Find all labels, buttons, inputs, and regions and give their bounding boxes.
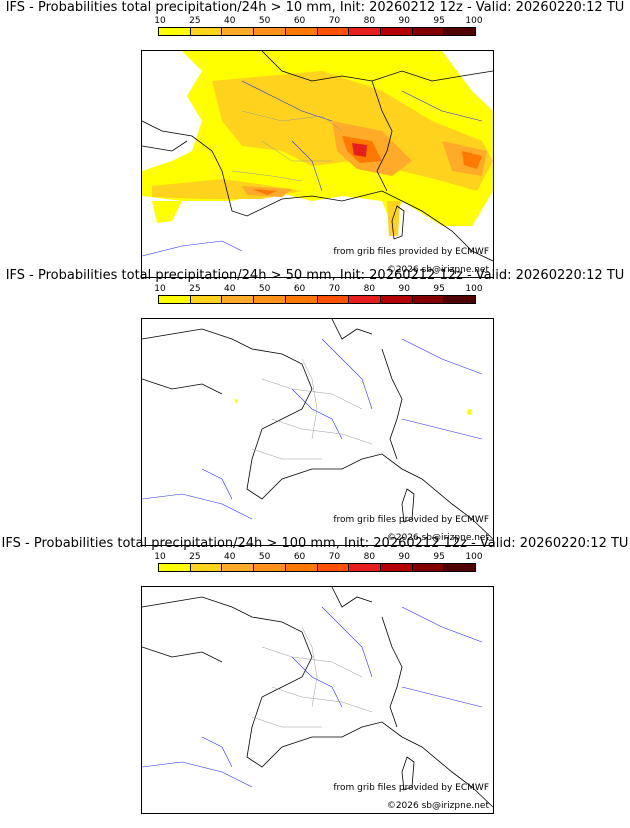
- colorbar-tick-label: 95: [433, 552, 445, 562]
- map-frame: from grib files provided by ECMWF ©2026 …: [141, 50, 494, 278]
- colorbar-ticks: 10 25 40 50 60 70 80 90 95 100: [154, 552, 482, 562]
- colorbar-swatches: [158, 563, 476, 572]
- colorbar-tick-label: 10: [154, 284, 166, 294]
- colorbar-swatch: [285, 28, 318, 35]
- colorbar-tick-label: 90: [398, 284, 410, 294]
- colorbar: 10 25 40 50 60 70 80 90 95 100: [154, 552, 483, 582]
- map-frame: from grib files provided by ECMWF ©2026 …: [141, 318, 494, 546]
- colorbar-tick-label: 50: [258, 552, 271, 562]
- colorbar-tick-label: 90: [398, 16, 410, 26]
- colorbar-swatch: [380, 296, 413, 303]
- colorbar-swatch: [444, 564, 476, 571]
- colorbar-swatch: [159, 564, 191, 571]
- colorbar-swatch: [159, 28, 191, 35]
- colorbar-tick-label: 100: [465, 16, 483, 26]
- colorbar-swatch: [349, 28, 381, 35]
- map-svg: [142, 319, 493, 540]
- colorbar-tick-label: 70: [328, 16, 341, 26]
- credit-source: from grib files provided by ECMWF: [333, 515, 489, 525]
- credit-source: from grib files provided by ECMWF: [333, 247, 489, 257]
- coastlines-borders: [142, 587, 493, 808]
- regional-boundaries: [251, 358, 373, 460]
- colorbar-swatch: [317, 564, 350, 571]
- colorbar-ticks: 10 25 40 50 60 70 80 90 95 100: [154, 16, 482, 26]
- colorbar-tick-label: 70: [328, 284, 341, 294]
- coastlines-borders: [142, 51, 493, 262]
- colorbar-swatch: [380, 564, 413, 571]
- credit-copyright: ©2026 sb@irizpne.net: [386, 533, 489, 543]
- colorbar-tick-label: 95: [433, 16, 445, 26]
- panel-title: IFS - Probabilities total precipitation/…: [5, 0, 625, 15]
- colorbar-tick-label: 50: [258, 16, 271, 26]
- colorbar-swatches: [158, 295, 476, 304]
- colorbar-swatch: [349, 296, 381, 303]
- colorbar-swatch: [412, 28, 445, 35]
- panel-title: IFS - Probabilities total precipitation/…: [5, 268, 625, 283]
- panel-title: IFS - Probabilities total precipitation/…: [1, 536, 629, 551]
- colorbar-swatch: [254, 28, 286, 35]
- colorbar-tick-label: 25: [189, 284, 201, 294]
- coastlines-borders: [142, 319, 493, 540]
- colorbar-tick-label: 40: [224, 16, 236, 26]
- colorbar-swatch: [285, 564, 318, 571]
- colorbar-tick-label: 60: [293, 16, 306, 26]
- colorbar-swatch: [190, 564, 223, 571]
- rivers: [142, 80, 483, 257]
- colorbar-swatch: [254, 564, 286, 571]
- colorbar-swatches: [158, 27, 476, 36]
- colorbar-tick-label: 100: [465, 284, 483, 294]
- colorbar-tick-label: 40: [224, 284, 236, 294]
- colorbar-tick-label: 10: [154, 16, 166, 26]
- colorbar-swatch: [412, 564, 445, 571]
- panel-100mm: IFS - Probabilities total precipitation/…: [0, 536, 630, 814]
- credit-copyright: ©2026 sb@irizpne.net: [386, 801, 489, 811]
- colorbar-swatch: [444, 28, 476, 35]
- colorbar-tick-label: 80: [363, 284, 376, 294]
- credit-source: from grib files provided by ECMWF: [333, 783, 489, 793]
- panel-10mm: IFS - Probabilities total precipitation/…: [0, 0, 630, 278]
- colorbar-swatch: [317, 296, 350, 303]
- regional-boundaries: [251, 626, 373, 728]
- colorbar-tick-label: 10: [154, 552, 166, 562]
- map-svg: [142, 587, 493, 808]
- panel-50mm: IFS - Probabilities total precipitation/…: [0, 268, 630, 546]
- colorbar-tick-label: 90: [398, 552, 410, 562]
- colorbar-tick-label: 80: [363, 16, 376, 26]
- colorbar-swatch: [254, 296, 286, 303]
- colorbar-tick-label: 25: [189, 16, 201, 26]
- map-svg: [142, 51, 493, 262]
- credit-copyright: ©2026 sb@irizpne.net: [386, 265, 489, 275]
- colorbar-tick-label: 60: [293, 552, 306, 562]
- colorbar-swatch: [285, 296, 318, 303]
- colorbar-tick-label: 50: [258, 284, 271, 294]
- colorbar: 10 25 40 50 60 70 80 90 95 100: [154, 284, 483, 314]
- colorbar-swatch: [412, 296, 445, 303]
- colorbar-swatch: [190, 296, 223, 303]
- colorbar-tick-label: 40: [224, 552, 236, 562]
- precip-field-10mm: [142, 51, 493, 236]
- colorbar-swatch: [222, 296, 255, 303]
- colorbar-tick-label: 95: [433, 284, 445, 294]
- precip-field-50mm: [234, 399, 472, 415]
- colorbar: 10 25 40 50 60 70 80 90 95 100: [154, 16, 483, 46]
- rivers: [142, 338, 483, 520]
- colorbar-swatch: [444, 296, 476, 303]
- regional-boundaries: [231, 110, 343, 182]
- colorbar-tick-label: 70: [328, 552, 341, 562]
- colorbar-ticks: 10 25 40 50 60 70 80 90 95 100: [154, 284, 482, 294]
- colorbar-swatch: [317, 28, 350, 35]
- rivers: [142, 606, 483, 788]
- colorbar-swatch: [380, 28, 413, 35]
- colorbar-tick-label: 60: [293, 284, 306, 294]
- map-frame: from grib files provided by ECMWF ©2026 …: [141, 586, 494, 814]
- colorbar-tick-label: 25: [189, 552, 201, 562]
- colorbar-swatch: [349, 564, 381, 571]
- colorbar-swatch: [190, 28, 223, 35]
- colorbar-tick-label: 100: [465, 552, 483, 562]
- colorbar-swatch: [159, 296, 191, 303]
- colorbar-tick-label: 80: [363, 552, 376, 562]
- colorbar-swatch: [222, 28, 255, 35]
- colorbar-swatch: [222, 564, 255, 571]
